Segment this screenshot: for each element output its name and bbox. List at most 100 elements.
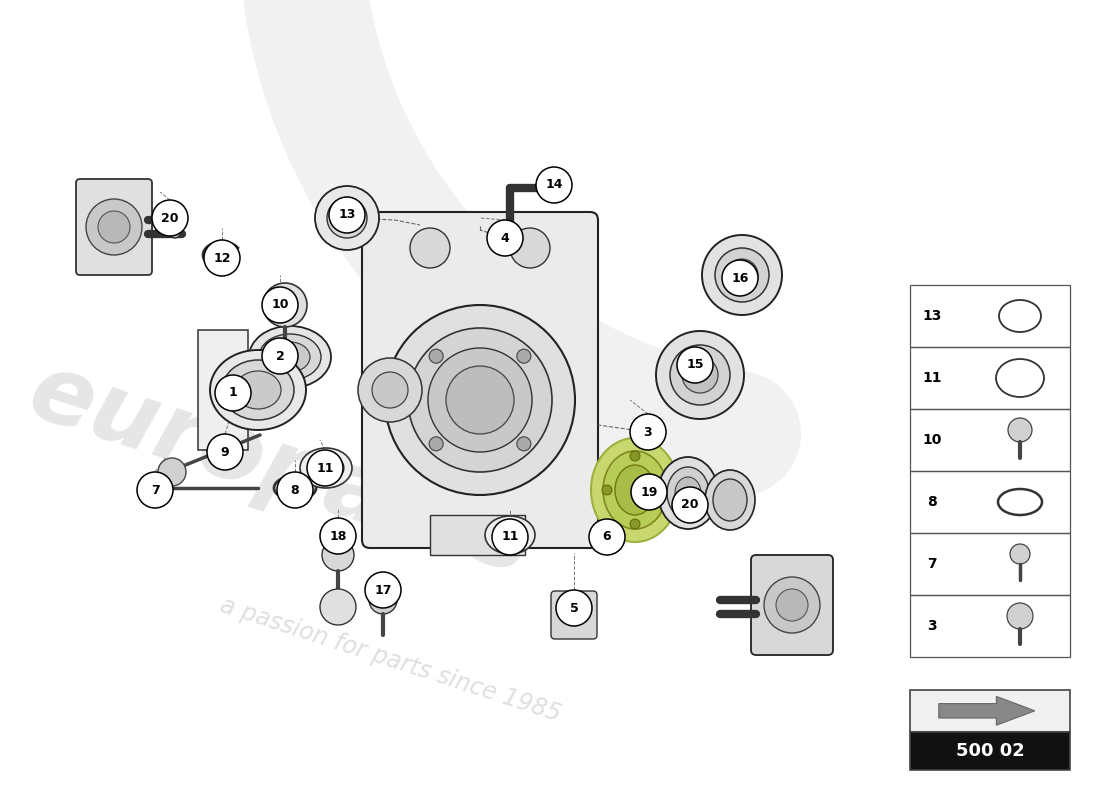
Text: 20: 20 [681,498,698,511]
Text: 10: 10 [922,433,942,447]
Circle shape [702,235,782,315]
Circle shape [262,287,298,323]
Circle shape [410,228,450,268]
Text: 3: 3 [927,619,937,633]
Circle shape [207,434,243,470]
Circle shape [602,485,612,495]
Circle shape [682,357,718,393]
Text: 11: 11 [922,371,942,385]
Text: a passion for parts since 1985: a passion for parts since 1985 [217,594,563,726]
Text: 13: 13 [922,309,942,323]
Ellipse shape [675,477,701,509]
Ellipse shape [485,516,535,554]
Circle shape [764,577,820,633]
Text: 11: 11 [502,530,519,543]
Text: 17: 17 [374,583,392,597]
Text: europarts: europarts [18,346,542,594]
Circle shape [429,437,443,451]
Circle shape [329,197,365,233]
Circle shape [320,589,356,625]
Circle shape [492,519,528,555]
Circle shape [630,451,640,461]
Circle shape [277,472,313,508]
Circle shape [556,590,592,626]
Ellipse shape [270,342,310,372]
Ellipse shape [713,479,747,521]
Text: 1: 1 [229,386,238,399]
Text: 3: 3 [644,426,652,438]
Circle shape [322,539,354,571]
Circle shape [98,211,130,243]
Bar [430,515,525,555]
Circle shape [429,349,443,363]
Text: 13: 13 [339,209,355,222]
Circle shape [536,167,572,203]
Polygon shape [938,696,1035,725]
Circle shape [722,260,758,296]
Text: 15: 15 [686,358,704,371]
Text: 6: 6 [603,530,612,543]
Text: 19: 19 [640,486,658,498]
Circle shape [631,474,667,510]
Ellipse shape [308,454,344,482]
Circle shape [358,358,422,422]
Text: 18: 18 [329,530,346,542]
Ellipse shape [603,451,667,529]
Bar [910,533,1070,595]
Circle shape [138,472,173,508]
Bar [910,471,1070,533]
Circle shape [158,458,186,486]
Circle shape [672,487,708,523]
Circle shape [670,345,730,405]
Circle shape [517,349,531,363]
Circle shape [676,347,713,383]
Ellipse shape [249,326,331,388]
Ellipse shape [615,465,654,515]
Circle shape [262,338,298,374]
Ellipse shape [222,360,294,420]
Bar [910,285,1070,347]
Ellipse shape [235,371,280,409]
FancyBboxPatch shape [76,179,152,275]
Circle shape [368,586,397,614]
Circle shape [776,589,808,621]
Circle shape [588,519,625,555]
Text: 20: 20 [162,211,178,225]
Circle shape [487,220,522,256]
Circle shape [86,199,142,255]
Bar [910,409,1070,471]
Text: 8: 8 [290,483,299,497]
Text: 2: 2 [276,350,285,362]
Text: 5: 5 [570,602,579,614]
Circle shape [630,414,666,450]
Circle shape [726,259,758,291]
Bar [910,690,1070,731]
Text: 4: 4 [500,231,509,245]
Ellipse shape [300,448,352,488]
Ellipse shape [705,470,755,530]
Circle shape [372,372,408,408]
Circle shape [307,450,343,486]
Ellipse shape [493,522,527,548]
FancyBboxPatch shape [362,212,598,548]
Text: 11: 11 [317,462,333,474]
Bar [910,731,1070,770]
Ellipse shape [667,467,710,519]
Text: 12: 12 [213,251,231,265]
Circle shape [517,437,531,451]
Text: 10: 10 [272,298,288,311]
Circle shape [204,240,240,276]
Circle shape [1006,603,1033,629]
Circle shape [152,200,188,236]
Circle shape [385,305,575,495]
Circle shape [1010,544,1030,564]
FancyBboxPatch shape [751,555,833,655]
Circle shape [428,348,532,452]
Circle shape [446,366,514,434]
Circle shape [1008,418,1032,442]
Text: 7: 7 [927,557,937,571]
Circle shape [315,186,379,250]
Text: 7: 7 [151,483,160,497]
Text: 8: 8 [927,495,937,509]
Bar [198,330,248,450]
